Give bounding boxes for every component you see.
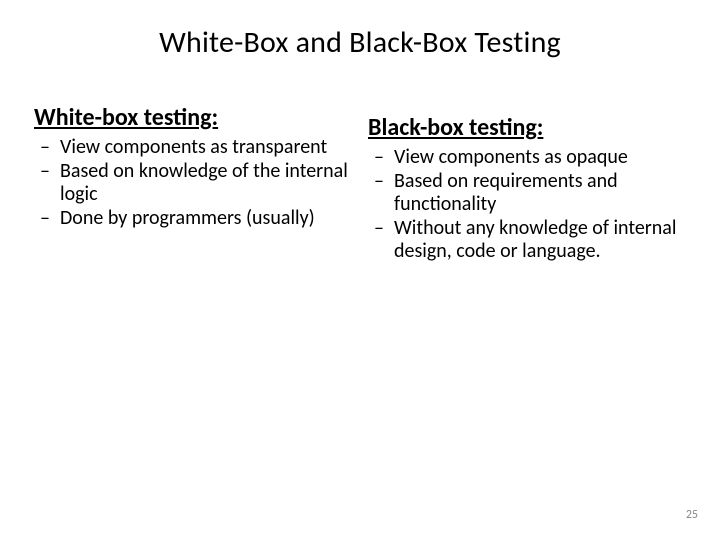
list-item: View components as opaque	[374, 146, 686, 170]
left-heading: White-box testing:	[34, 103, 352, 132]
page-number: 25	[686, 508, 698, 522]
slide-title: White-Box and Black-Box Testing	[12, 24, 708, 61]
list-item: Without any knowledge of internal design…	[374, 217, 686, 264]
slide: White-Box and Black-Box Testing White-bo…	[0, 0, 720, 540]
right-heading: Black-box testing:	[368, 113, 686, 142]
list-item: Based on requirements and functionality	[374, 170, 686, 217]
right-list: View components as opaque Based on requi…	[368, 146, 686, 264]
right-column: Black-box testing: View components as op…	[364, 103, 686, 264]
list-item: Based on knowledge of the internal logic	[40, 160, 352, 207]
list-item: View components as transparent	[40, 136, 352, 160]
list-item: Done by programmers (usually)	[40, 207, 352, 231]
left-column: White-box testing: View components as tr…	[34, 103, 364, 264]
content-columns: White-box testing: View components as tr…	[12, 103, 708, 264]
left-list: View components as transparent Based on …	[34, 136, 352, 230]
